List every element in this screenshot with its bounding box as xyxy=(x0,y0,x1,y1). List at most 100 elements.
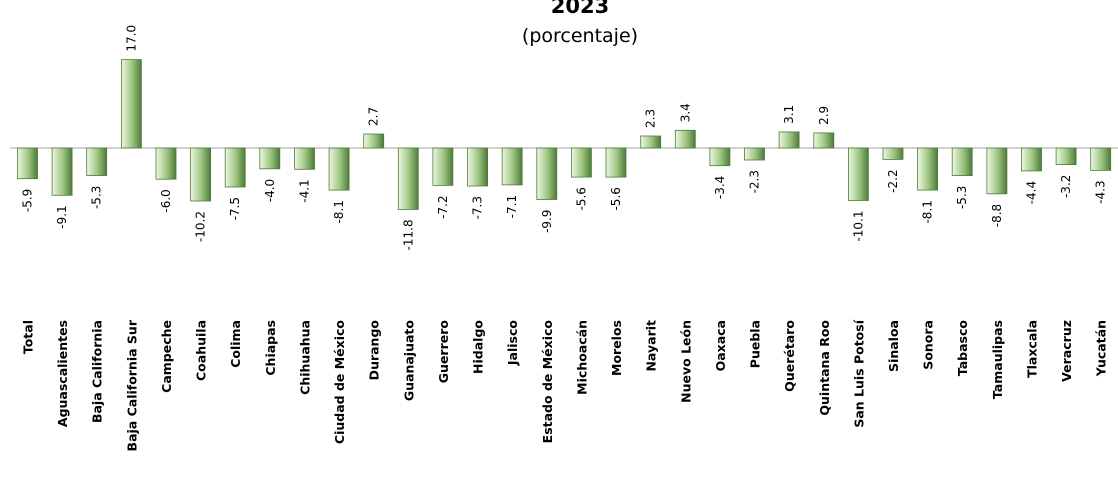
category-label-25: Sinaloa xyxy=(886,320,901,372)
category-label-1: Aguascalientes xyxy=(55,320,70,427)
value-label-3: 17.0 xyxy=(124,25,138,52)
value-label-26: -8.1 xyxy=(921,200,935,223)
value-label-19: 3.4 xyxy=(678,103,692,122)
category-label-28: Tamaulipas xyxy=(990,320,1005,399)
bar-16 xyxy=(571,147,592,178)
category-label-10: Durango xyxy=(367,320,382,381)
chart-title: 2023 xyxy=(551,0,609,18)
bar-6 xyxy=(224,147,246,188)
value-labels-group: -5.9 -9.1 -5.3 17.0 -6.0 -10.2 -7.5 -4.0 -4.1 -8.… xyxy=(21,25,1108,251)
category-label-29: Tlaxcala xyxy=(1025,320,1040,378)
value-label-8: -4.1 xyxy=(298,179,312,202)
category-label-0: Total xyxy=(21,320,36,354)
value-label-5: -10.2 xyxy=(194,211,208,242)
value-label-31: -4.3 xyxy=(1094,180,1108,203)
bar-10 xyxy=(363,133,385,149)
category-label-18: Nayarit xyxy=(644,320,659,372)
chart-subtitle: (porcentaje) xyxy=(522,25,638,47)
value-label-13: -7.3 xyxy=(471,196,485,219)
bar-12 xyxy=(432,147,454,186)
category-label-24: San Luis Potosí xyxy=(851,319,866,427)
bar-1 xyxy=(51,147,73,196)
category-label-5: Coahuila xyxy=(194,320,209,381)
value-label-14: -7.1 xyxy=(505,195,519,218)
category-label-23: Quintana Roo xyxy=(817,320,832,416)
bar-14 xyxy=(501,147,523,186)
category-label-11: Guanajuato xyxy=(401,320,416,402)
bar-23 xyxy=(813,132,835,149)
value-label-12: -7.2 xyxy=(436,195,450,218)
value-label-17: -5.6 xyxy=(609,187,623,210)
category-label-7: Chiapas xyxy=(263,320,278,376)
value-label-30: -3.2 xyxy=(1059,175,1073,198)
value-label-6: -7.5 xyxy=(228,197,242,220)
value-label-4: -6.0 xyxy=(159,189,173,212)
value-label-20: -3.4 xyxy=(713,176,727,199)
bar-13 xyxy=(467,147,489,187)
bar-0 xyxy=(17,147,38,180)
category-label-31: Yucatán xyxy=(1094,320,1109,377)
value-label-21: -2.3 xyxy=(748,170,762,193)
bar-2 xyxy=(86,147,108,177)
category-label-4: Campeche xyxy=(159,320,174,393)
bar-5 xyxy=(190,147,212,202)
category-label-20: Oaxaca xyxy=(713,320,728,371)
category-label-2: Baja California xyxy=(90,320,105,423)
bar-25 xyxy=(882,147,904,160)
category-label-21: Puebla xyxy=(748,320,763,368)
category-label-26: Sonora xyxy=(921,320,936,370)
bar-29 xyxy=(1021,147,1042,172)
category-label-9: Ciudad de México xyxy=(332,320,347,444)
category-label-16: Michoacán xyxy=(574,320,589,395)
bar-19 xyxy=(674,129,696,149)
category-label-8: Chihuahua xyxy=(298,320,313,395)
value-label-24: -10.1 xyxy=(851,211,865,242)
value-label-22: 3.1 xyxy=(782,105,796,124)
category-label-13: Hidalgo xyxy=(471,320,486,374)
category-label-19: Nuevo León xyxy=(678,320,693,403)
bar-4 xyxy=(155,147,177,180)
category-label-30: Veracruz xyxy=(1059,320,1074,382)
bars-group xyxy=(17,59,1112,210)
category-label-17: Morelos xyxy=(609,320,624,376)
bar-20 xyxy=(709,147,731,167)
value-label-11: -11.8 xyxy=(401,219,415,250)
value-label-7: -4.0 xyxy=(263,179,277,202)
bar-3 xyxy=(121,59,142,149)
bar-7 xyxy=(259,147,281,170)
value-label-28: -8.8 xyxy=(990,204,1004,227)
category-label-3: Baja California Sur xyxy=(124,319,139,451)
category-labels-group: Total Aguascalientes Baja California Baja C… xyxy=(21,319,1109,451)
bar-11 xyxy=(397,147,419,210)
category-label-27: Tabasco xyxy=(955,320,970,377)
value-label-10: 2.7 xyxy=(367,107,381,126)
bar-26 xyxy=(917,147,938,191)
bar-27 xyxy=(951,147,973,177)
value-label-23: 2.9 xyxy=(817,106,831,125)
bar-17 xyxy=(605,147,627,178)
value-label-1: -9.1 xyxy=(55,205,69,228)
category-label-22: Querétaro xyxy=(782,320,797,392)
bar-30 xyxy=(1055,147,1077,166)
bar-31 xyxy=(1090,147,1112,171)
category-label-14: Jalisco xyxy=(505,320,520,367)
bar-21 xyxy=(744,147,765,161)
value-label-29: -4.4 xyxy=(1025,181,1039,204)
value-label-9: -8.1 xyxy=(332,200,346,223)
value-label-25: -2.2 xyxy=(886,169,900,192)
bar-22 xyxy=(778,131,800,149)
value-label-27: -5.3 xyxy=(955,186,969,209)
bar-24 xyxy=(848,147,869,201)
bar-18 xyxy=(640,135,662,149)
bar-8 xyxy=(294,147,315,170)
bar-28 xyxy=(986,147,1008,195)
value-label-15: -9.9 xyxy=(540,210,554,233)
category-label-12: Guerrero xyxy=(436,320,451,384)
value-label-16: -5.6 xyxy=(574,187,588,210)
value-label-18: 2.3 xyxy=(644,109,658,128)
bar-9 xyxy=(328,147,350,191)
category-label-15: Estado de México xyxy=(540,320,555,444)
value-label-2: -5.3 xyxy=(90,186,104,209)
bar-15 xyxy=(536,147,558,200)
